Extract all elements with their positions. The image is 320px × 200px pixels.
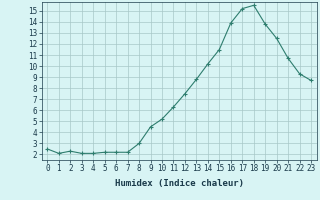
X-axis label: Humidex (Indice chaleur): Humidex (Indice chaleur) [115, 179, 244, 188]
